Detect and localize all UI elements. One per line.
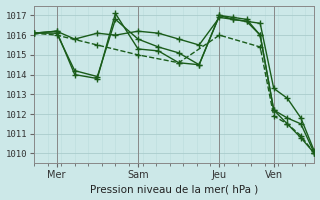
X-axis label: Pression niveau de la mer( hPa ): Pression niveau de la mer( hPa ) (90, 184, 258, 194)
